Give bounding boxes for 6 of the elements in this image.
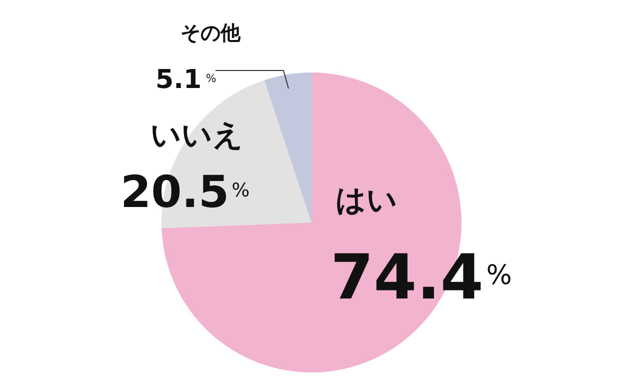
slice-label: はい [336,183,398,218]
slice-label: その他 [180,20,242,44]
data-label: 5.1% [156,65,216,95]
slice-label: いいえ [150,118,244,153]
data-label: 74.4% [330,240,512,314]
data-label: 20.5% [120,167,250,218]
